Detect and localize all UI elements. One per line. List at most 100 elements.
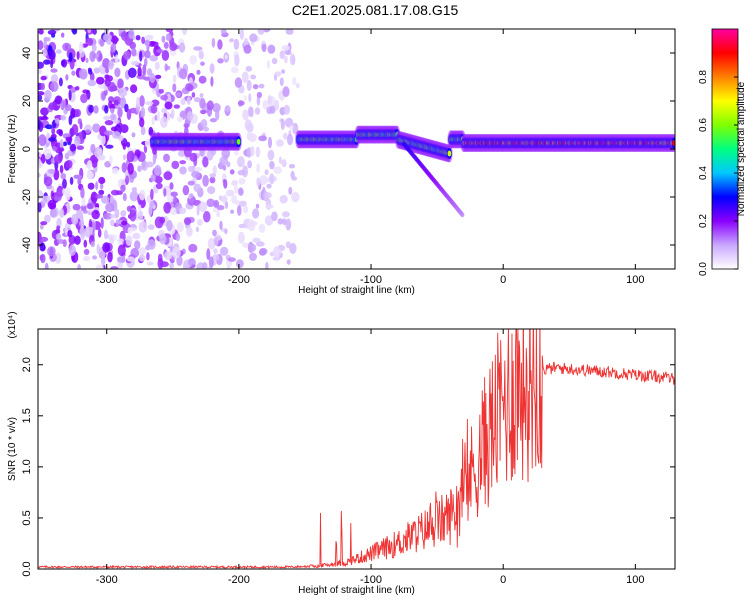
noise-blob: [60, 100, 65, 111]
noise-blob: [61, 32, 65, 38]
noise-blob: [55, 49, 62, 54]
colorbar-tick-label: 0.4: [698, 166, 709, 180]
noise-blob: [68, 89, 72, 101]
noise-blob: [182, 185, 190, 196]
noise-blob: [68, 244, 76, 256]
signal-core: [236, 138, 241, 145]
noise-blob: [209, 176, 216, 184]
noise-blob: [207, 186, 216, 195]
noise-blob: [179, 207, 187, 215]
noise-blob: [230, 209, 235, 214]
noise-blob: [179, 42, 186, 53]
signal-core: [447, 150, 452, 157]
noise-blob: [58, 147, 65, 152]
noise-blob: [95, 181, 99, 191]
noise-blob: [186, 111, 194, 121]
noise-blob: [71, 213, 79, 225]
noise-blob: [38, 202, 42, 213]
noise-blob: [170, 191, 178, 197]
noise-blob: [43, 37, 50, 42]
noise-blob: [255, 146, 261, 158]
noise-blob: [126, 150, 135, 163]
noise-blob: [269, 173, 275, 185]
noise-blob: [117, 244, 126, 257]
noise-blob: [98, 189, 105, 196]
noise-blob: [48, 168, 56, 174]
noise-blob: [117, 256, 126, 263]
noise-blob: [55, 233, 62, 241]
noise-blob: [196, 219, 203, 226]
noise-blob: [267, 149, 275, 161]
noise-blob: [187, 258, 196, 266]
noise-blob: [131, 47, 137, 57]
noise-blob: [207, 237, 216, 250]
noise-blob: [277, 218, 284, 225]
noise-blob: [90, 143, 96, 154]
noise-blob: [239, 200, 247, 207]
noise-blob: [109, 113, 117, 121]
noise-blob: [161, 50, 170, 61]
noise-blob: [281, 45, 290, 51]
y-tick-label: 0.5: [21, 510, 33, 525]
noise-blob: [87, 79, 97, 87]
noise-blob: [249, 252, 257, 261]
noise-blob: [76, 145, 85, 150]
noise-blob: [78, 68, 88, 79]
x-tick-label: 0: [500, 574, 506, 586]
noise-blob: [74, 109, 81, 117]
noise-blob: [288, 186, 293, 195]
noise-blob: [69, 143, 77, 152]
noise-blob: [156, 49, 164, 54]
noise-blob: [103, 212, 113, 220]
noise-blob: [249, 33, 258, 43]
colorbar-tick-label: 0.8: [698, 70, 709, 84]
noise-blob: [122, 143, 127, 150]
noise-blob: [38, 134, 47, 147]
noise-blob: [69, 176, 74, 185]
noise-blob: [110, 266, 119, 269]
noise-blob: [187, 180, 195, 186]
noise-blob: [208, 256, 214, 268]
noise-blob: [149, 200, 155, 209]
y-axis-exponent: (x10⁴): [7, 311, 18, 338]
noise-blob: [220, 29, 227, 35]
noise-blob: [238, 187, 244, 196]
noise-blob: [147, 224, 155, 230]
noise-blob: [279, 194, 288, 204]
noise-blob: [62, 42, 72, 52]
noise-blob: [200, 119, 208, 128]
noise-blob: [87, 29, 92, 34]
noise-blob: [225, 201, 228, 209]
noise-blob: [74, 235, 81, 245]
noise-blob: [170, 207, 177, 216]
noise-blob: [283, 104, 290, 115]
noise-blob: [104, 105, 109, 114]
noise-blob: [206, 100, 214, 111]
noise-blob: [138, 221, 148, 233]
noise-blob: [264, 192, 272, 199]
noise-blob: [124, 103, 129, 113]
noise-blob: [101, 195, 110, 204]
noise-blob: [104, 77, 111, 87]
noise-blob: [110, 43, 117, 53]
noise-blob: [117, 78, 124, 89]
colorbar-tick-label: 0.2: [698, 214, 709, 228]
noise-blob: [138, 210, 144, 221]
noise-blob: [209, 118, 217, 123]
noise-blob: [278, 156, 282, 165]
noise-blob: [186, 96, 191, 105]
noise-blob: [54, 95, 63, 105]
noise-blob: [47, 199, 57, 210]
noise-blob: [115, 219, 120, 227]
x-tick-label: -100: [360, 274, 382, 286]
noise-blob: [272, 246, 281, 258]
noise-blob: [151, 99, 160, 107]
noise-blob: [105, 202, 115, 213]
noise-blob: [39, 224, 44, 230]
noise-blob: [242, 109, 249, 121]
noise-blob: [247, 160, 253, 169]
noise-blob: [284, 55, 288, 64]
noise-blob: [62, 239, 67, 248]
noise-blob: [42, 48, 48, 57]
